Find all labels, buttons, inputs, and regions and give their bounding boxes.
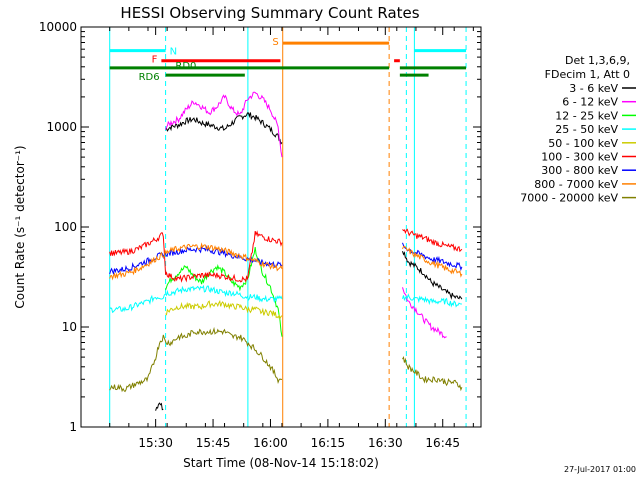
series-line-4-0 [165,299,283,320]
legend-label-2: 12 - 25 keV [555,109,618,122]
y-axis: 1 10 100 1000 10000 [39,20,481,434]
series-line-7-1 [402,245,463,278]
x-tick-label-4: 16:30 [368,436,403,450]
x-tick-label-0: 15:30 [138,436,173,450]
generation-timestamp: 27-Jul-2017 01:00 [564,465,636,474]
legend-title-line-1: Det 1,3,6,9, [565,54,630,67]
series-line-1-0 [165,91,283,158]
series-line-0-2 [402,251,463,300]
series-line-7-0 [109,242,283,281]
series-line-0-0 [165,112,283,145]
legend-label-0: 3 - 6 keV [569,82,618,95]
plot-area: N S F RD0 RD6 [109,27,467,427]
legend-title-line-2: FDecim 1, Att 0 [545,68,630,81]
y-axis-label: Count Rate (s⁻¹ detector⁻¹) [13,145,27,308]
legend-label-1: 6 - 12 keV [562,96,618,109]
series-line-6-1 [402,242,463,271]
flag-label-rd6: RD6 [139,72,160,83]
x-tick-label-5: 16:45 [425,436,460,450]
series-line-5-0 [109,230,283,283]
legend-label-8: 7000 - 20000 keV [520,192,618,205]
series-line-2-0 [165,247,283,337]
series-line-3-0 [109,284,283,314]
x-axis-label: Start Time (08-Nov-14 15:18:02) [183,456,379,470]
legend-label-7: 800 - 7000 keV [534,178,618,191]
y-tick-label-0: 1 [69,420,77,434]
legend-label-3: 25 - 50 keV [555,123,618,136]
x-tick-label-1: 15:45 [196,436,231,450]
legend-label-4: 50 - 100 keV [548,137,618,150]
flag-label-n: N [170,47,177,58]
flag-label-rd0: RD0 [175,61,196,72]
series-line-0-1 [155,402,164,411]
legend-label-6: 300 - 800 keV [541,164,618,177]
y-tick-label-3: 1000 [46,120,77,134]
plot-frame [80,26,482,428]
flag-label-f: F [152,55,158,66]
y-tick-label-1: 10 [62,320,77,334]
series-line-8-0 [109,326,283,393]
y-tick-label-4: 10000 [39,20,77,34]
flag-label-s: S [272,37,278,48]
legend-label-5: 100 - 300 keV [541,151,618,164]
series-line-8-1 [402,355,463,392]
legend: Det 1,3,6,9, FDecim 1, Att 0 3 - 6 keV6 … [520,54,636,205]
x-tick-label-3: 16:15 [311,436,346,450]
x-axis: 15:30 15:45 16:00 16:15 16:30 16:45 [109,27,474,450]
series-line-5-1 [402,228,463,253]
series-line-3-1 [402,293,462,308]
series-line-1-1 [402,287,447,339]
y-tick-label-2: 100 [54,220,77,234]
x-tick-label-2: 16:00 [253,436,288,450]
chart-title: HESSI Observing Summary Count Rates [120,4,419,22]
